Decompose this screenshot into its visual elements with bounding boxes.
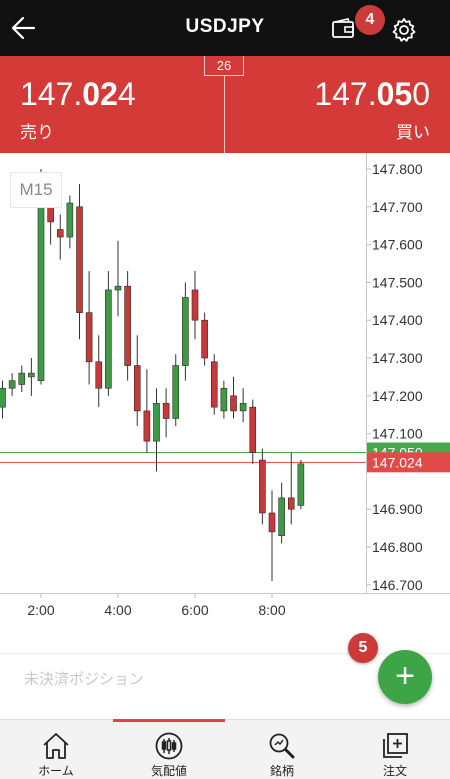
- candle-up: [0, 387, 6, 408]
- plus-icon: +: [395, 657, 415, 695]
- candle-up: [8, 380, 16, 389]
- candle-up: [28, 372, 35, 378]
- buy-label: 買い: [396, 123, 430, 142]
- candle-down: [76, 206, 83, 313]
- candle-down: [124, 285, 131, 366]
- candle-up: [153, 403, 160, 442]
- spread-badge: 26: [204, 56, 244, 76]
- buy-price-prefix: 147.: [314, 76, 377, 112]
- candle-down: [191, 289, 199, 321]
- candle-up: [278, 497, 285, 536]
- gear-icon: [392, 18, 416, 42]
- sell-price-suffix: 4: [117, 76, 136, 112]
- add-order-button[interactable]: +: [378, 650, 432, 704]
- search-icon: [269, 733, 295, 759]
- home-icon: [43, 733, 69, 759]
- quote-divider: [224, 72, 225, 153]
- tab-home[interactable]: ホーム: [0, 720, 112, 779]
- candle-up: [297, 463, 305, 506]
- candle-up: [114, 285, 122, 291]
- quote-panel: 26 147.024 売り 147.050 買い: [0, 56, 450, 153]
- wallet-button[interactable]: [330, 16, 356, 42]
- open-positions-bar[interactable]: 未決済ポジション: [0, 653, 450, 713]
- candle-up: [172, 365, 180, 419]
- candle-up: [239, 403, 247, 412]
- active-tab-indicator: [113, 719, 225, 722]
- tab-order-label: 注文: [382, 764, 407, 778]
- open-positions-label: 未決済ポジション: [24, 671, 145, 688]
- candle-up: [66, 202, 74, 238]
- settings-button[interactable]: [390, 16, 418, 44]
- annotation-badge: 5: [348, 633, 378, 663]
- buy-price-suffix: 0: [412, 76, 430, 112]
- tab-symbols[interactable]: 銘柄: [226, 720, 338, 779]
- annotation-badge: 4: [355, 5, 385, 35]
- back-button[interactable]: [6, 10, 42, 46]
- price-tick-label: 147.100: [372, 426, 423, 442]
- bid-price-tag: [367, 452, 450, 473]
- time-tick-label: 8:00: [258, 602, 285, 618]
- candle-down: [95, 361, 103, 389]
- buy-price-button[interactable]: 147.050: [314, 76, 430, 113]
- tab-quotes-label: 気配値: [150, 764, 187, 778]
- candle-down: [210, 361, 218, 408]
- sell-label: 売り: [20, 123, 54, 142]
- bottom-tab-bar: ホーム 気配値 銘柄 注文: [0, 719, 450, 779]
- order-icon: [383, 733, 408, 758]
- candle-down: [133, 365, 141, 412]
- page-title: USDJPY: [185, 16, 265, 37]
- sell-price-button[interactable]: 147.024: [20, 76, 136, 113]
- price-tick-label: 146.900: [372, 501, 423, 517]
- tab-symbols-label: 銘柄: [269, 764, 294, 778]
- tab-quotes[interactable]: 気配値: [113, 720, 225, 779]
- price-tick-label: 147.200: [372, 388, 423, 404]
- sell-price-prefix: 147.: [20, 76, 83, 112]
- price-tick-label: 146.700: [372, 577, 423, 593]
- quotes-icon: [155, 732, 183, 760]
- wallet-icon: [332, 18, 354, 38]
- price-tick-label: 146.800: [372, 539, 423, 555]
- time-tick-label: 2:00: [27, 602, 54, 618]
- candle-down: [287, 497, 295, 510]
- candle-down: [201, 319, 208, 359]
- candle-down: [85, 312, 93, 363]
- candle-up: [220, 387, 228, 412]
- price-chart[interactable]: 147.800 147.700 147.600 147.500 147.400 147.3…: [0, 153, 450, 633]
- price-tick-label: 147.800: [372, 161, 423, 177]
- candle-down: [56, 229, 64, 238]
- buy-price-big: 05: [376, 76, 413, 112]
- timeframe-selector[interactable]: M15: [10, 172, 62, 208]
- sell-price-big: 02: [82, 76, 118, 112]
- price-tick-label: 147.500: [372, 274, 423, 290]
- price-tick-label: 147.300: [372, 350, 423, 366]
- price-tick-label: 147.600: [372, 237, 423, 253]
- tab-order[interactable]: 注文: [339, 720, 450, 779]
- time-tick-label: 4:00: [104, 602, 131, 618]
- candle-up: [37, 198, 45, 381]
- tab-home-label: ホーム: [38, 764, 74, 778]
- candle-down: [162, 403, 170, 419]
- candle-down: [268, 512, 276, 533]
- candle-up: [182, 297, 189, 366]
- candlestick-chart[interactable]: 147.800 147.700 147.600 147.500 147.400 147.3…: [0, 153, 450, 633]
- arrow-left-icon: [11, 16, 36, 40]
- candle-down: [143, 410, 151, 442]
- candle-down: [249, 406, 257, 453]
- price-tick-label: 147.700: [372, 199, 423, 215]
- candle-down: [259, 459, 266, 514]
- candle-up: [105, 289, 112, 389]
- candle-up: [18, 372, 26, 385]
- price-tick-label: 147.400: [372, 312, 423, 328]
- time-tick-label: 6:00: [181, 602, 208, 618]
- candle-down: [230, 395, 237, 412]
- bid-price-tag-label: 147.024: [372, 454, 423, 470]
